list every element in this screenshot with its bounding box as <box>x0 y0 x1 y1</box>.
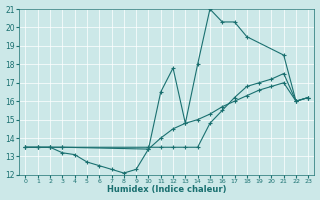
X-axis label: Humidex (Indice chaleur): Humidex (Indice chaleur) <box>107 185 227 194</box>
